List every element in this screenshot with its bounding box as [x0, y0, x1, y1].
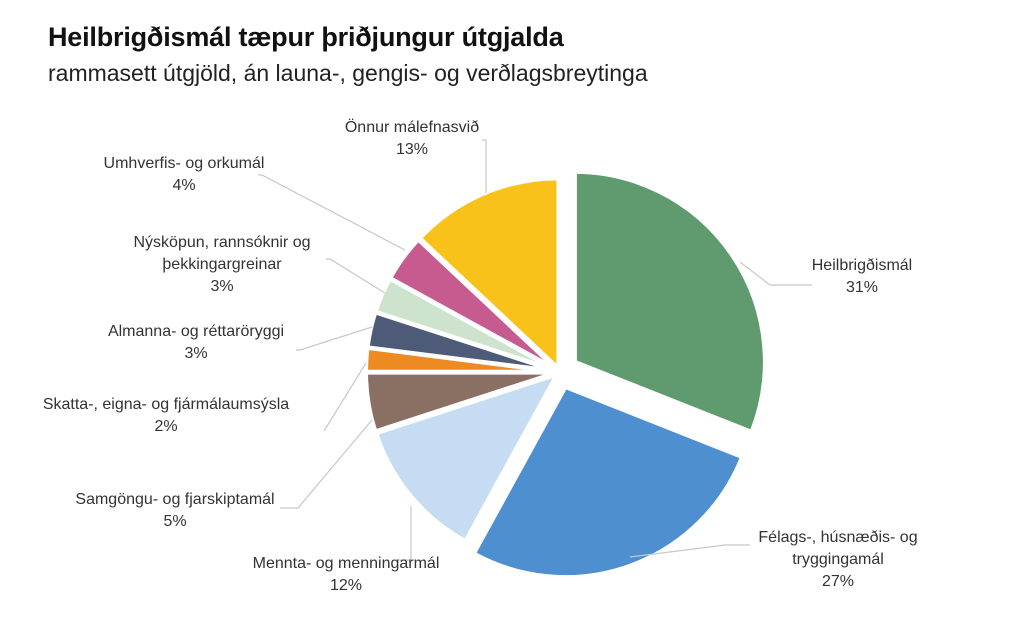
slice-label-4: Samgöngu- og fjarskiptamál 5%	[75, 491, 274, 530]
slice-value-5: 2%	[154, 418, 177, 435]
slice-value-2: 27%	[822, 573, 854, 590]
slice-label-7: Nýsköpun, rannsóknir og þekkingargreinar 3…	[134, 234, 311, 295]
pie-slice-1	[572, 169, 767, 434]
slice-value-3: 12%	[330, 577, 362, 594]
slice-label-2: Félags-, húsnæðis- og tryggingamál 27%	[758, 529, 917, 590]
slice-value-6: 3%	[184, 345, 207, 362]
slice-label-3: Mennta- og menningarmál 12%	[253, 555, 440, 594]
pie-slice-2	[471, 385, 745, 579]
leader-line-6	[296, 326, 373, 351]
pie-slice-3	[374, 372, 559, 544]
slice-value-8: 4%	[172, 177, 195, 194]
slice-value-4: 5%	[163, 513, 186, 530]
slice-value-9: 13%	[396, 141, 428, 158]
pie-slice-9	[417, 176, 561, 371]
leader-line-2	[629, 544, 750, 558]
slice-label-5: Skatta-, eigna- og fjármálaumsýsla 2%	[43, 396, 289, 435]
slice-labels: Heilbrigðismál 31% Félags-, húsnæðis- og tr…	[43, 118, 918, 594]
leader-lines	[258, 139, 812, 561]
slice-value-1: 31%	[846, 279, 878, 296]
pie-slices	[364, 169, 767, 579]
slice-label-9: Önnur málefnasvið 13%	[345, 118, 479, 158]
chart-title: Heilbrigðismál tæpur þriðjungur útgjalda	[48, 22, 564, 52]
slice-label-8: Umhverfis- og orkumál 4%	[104, 155, 265, 194]
leader-line-8	[258, 174, 406, 251]
slice-value-7: 3%	[210, 278, 233, 295]
leader-line-7	[326, 258, 386, 294]
leader-line-1	[739, 261, 812, 286]
leader-line-9	[482, 139, 487, 193]
leader-line-4	[280, 419, 373, 509]
chart-subtitle: rammasett útgjöld, án launa-, gengis- og…	[48, 60, 648, 86]
slice-label-1: Heilbrigðismál 31%	[812, 257, 912, 296]
leader-line-3	[395, 506, 412, 561]
pie-slice-8	[388, 237, 559, 372]
leader-line-5	[323, 362, 367, 432]
slice-label-6: Almanna- og réttaröryggi 3%	[108, 323, 284, 362]
